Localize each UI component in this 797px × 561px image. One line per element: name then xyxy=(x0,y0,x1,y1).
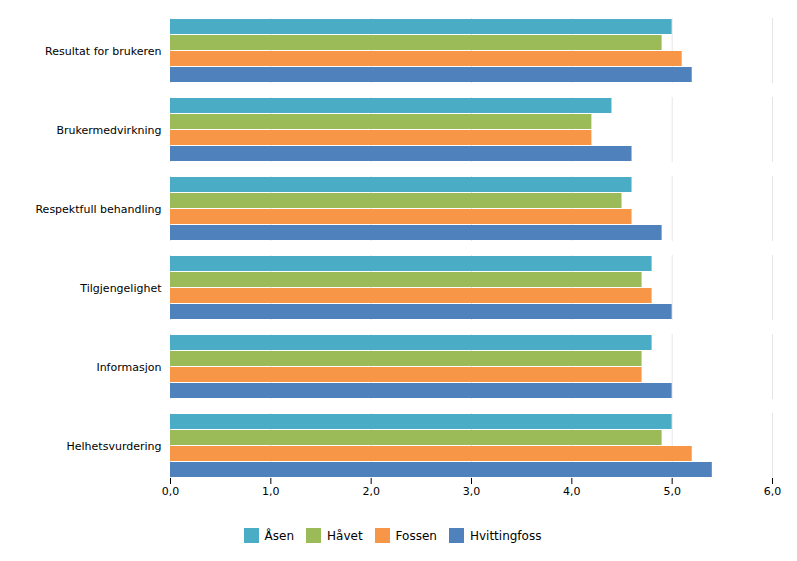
svg-text:Brukermedvirkning: Brukermedvirkning xyxy=(56,124,161,137)
html-text:Håvet: Håvet xyxy=(327,528,363,543)
svg-text:3,0: 3,0 xyxy=(463,485,481,498)
svg-text:Tilgjengelighet: Tilgjengelighet xyxy=(79,282,162,295)
svg-text:Respektfull behandling: Respektfull behandling xyxy=(35,203,161,216)
svg-text:2,0: 2,0 xyxy=(362,485,380,498)
html-text:Fossen: Fossen xyxy=(395,528,437,543)
svg-text:Informasjon: Informasjon xyxy=(96,361,161,374)
svg-text:Resultat for brukeren: Resultat for brukeren xyxy=(45,45,161,58)
svg-text:6,0: 6,0 xyxy=(764,485,782,498)
svg-text:Helhetsvurdering: Helhetsvurdering xyxy=(67,440,162,453)
html-text:Åsen: Åsen xyxy=(264,528,294,543)
svg-text:4,0: 4,0 xyxy=(563,485,581,498)
svg-text:0,0: 0,0 xyxy=(162,485,180,498)
svg-text:5,0: 5,0 xyxy=(663,485,681,498)
html-text:Hvittingfoss: Hvittingfoss xyxy=(469,528,542,543)
svg-text:1,0: 1,0 xyxy=(262,485,280,498)
